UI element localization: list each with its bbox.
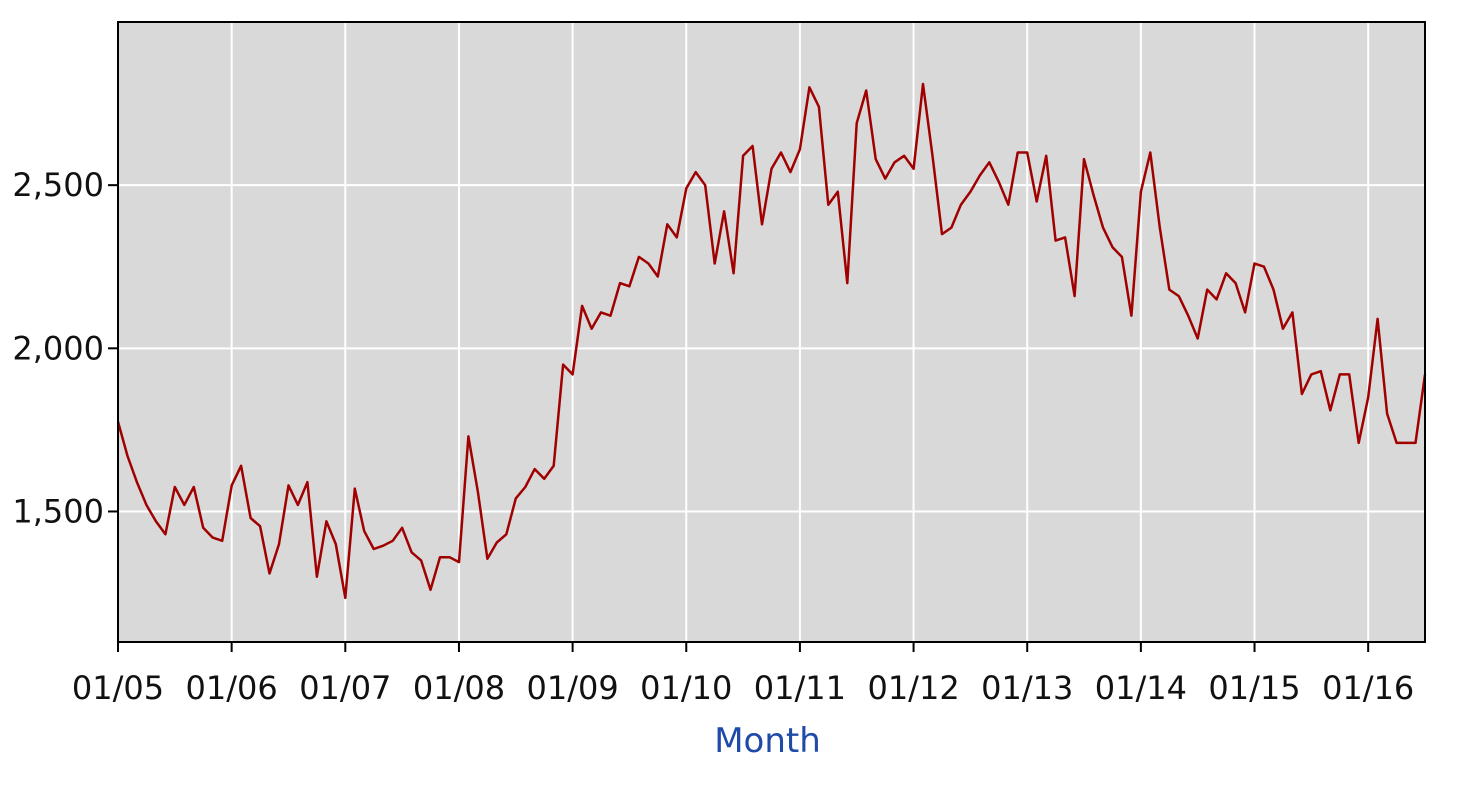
- x-tick-label: 01/06: [186, 669, 278, 707]
- series-group: [116, 82, 1427, 600]
- y-tick-label: 2,000: [12, 329, 104, 367]
- x-tick-label: 01/05: [72, 669, 164, 707]
- x-tick-label: 01/13: [981, 669, 1073, 707]
- x-tick-label: 01/12: [867, 669, 959, 707]
- x-tick-label: 01/14: [1095, 669, 1187, 707]
- x-axis-title: Month: [714, 721, 821, 761]
- y-gridlines: [118, 184, 1425, 513]
- y-axis-ticks: 1,500 2,000 2,500: [12, 166, 118, 530]
- y-tick-label: 2,500: [12, 166, 104, 204]
- x-tick-label: 01/10: [640, 669, 732, 707]
- x-tick-label: 01/08: [413, 669, 505, 707]
- x-tick-label: 01/09: [526, 669, 618, 707]
- series-line: [116, 82, 1427, 600]
- x-axis-ticks: 01/05 01/06 01/07 01/08 01/09 01/10 01/11 01/12…: [72, 642, 1414, 707]
- plot-area: [118, 22, 1425, 642]
- y-tick-label: 1,500: [12, 492, 104, 530]
- x-tick-label: 01/15: [1208, 669, 1300, 707]
- plot-frame: [117, 21, 1426, 643]
- x-tick-label: 01/11: [754, 669, 846, 707]
- x-tick-label: 01/16: [1322, 669, 1414, 707]
- x-tick-label: 01/07: [299, 669, 391, 707]
- x-gridlines: [117, 22, 1370, 642]
